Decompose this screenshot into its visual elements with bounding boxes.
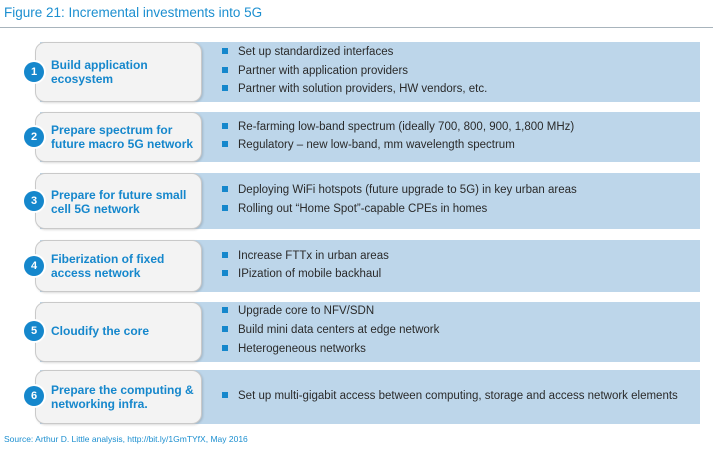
source-note: Source: Arthur D. Little analysis, http:… <box>4 434 248 444</box>
step-3-label: Prepare for future small cell 5G network <box>51 188 187 216</box>
step-5-bullet-2: Build mini data centers at edge network <box>222 324 439 338</box>
step-1-number: 1 <box>24 62 44 82</box>
step-2-label: Prepare spectrum for future macro 5G net… <box>51 123 194 151</box>
step-6-box <box>35 370 202 424</box>
bullet-square-icon <box>222 325 228 332</box>
step-1-bullet-1: Set up standardized interfaces <box>222 46 393 60</box>
step-4-box <box>35 240 202 292</box>
bullet-square-icon <box>222 84 228 91</box>
bullet-square-icon <box>222 269 228 276</box>
bullet-square-icon <box>222 185 228 192</box>
step-1-label: Build application ecosystem <box>51 58 148 86</box>
bullet-square-icon <box>222 306 228 313</box>
step-6-bullet-1: Set up multi-gigabit access between comp… <box>222 390 678 404</box>
step-5-label: Cloudify the core <box>51 324 150 338</box>
bullet-square-icon <box>222 47 228 54</box>
step-1-box <box>35 42 202 102</box>
step-5-bullet-3: Heterogeneous networks <box>222 343 366 357</box>
step-5-number: 5 <box>24 321 44 341</box>
step-6-label: Prepare the computing & networking infra… <box>51 383 194 411</box>
step-5-bullet-1: Upgrade core to NFV/SDN <box>222 305 374 319</box>
bullet-square-icon <box>222 251 228 258</box>
step-1-bullet-2: Partner with application providers <box>222 65 408 79</box>
step-2-box <box>35 112 202 162</box>
bullet-square-icon <box>222 122 228 129</box>
step-2-number: 2 <box>24 127 44 147</box>
bullet-square-icon <box>222 140 228 147</box>
step-3-bullet-2: Rolling out “Home Spot”-capable CPEs in … <box>222 203 487 217</box>
step-2-bullet-2: Regulatory – new low-band, mm wavelength… <box>222 139 515 153</box>
bullet-square-icon <box>222 204 228 211</box>
step-4-label: Fiberization of fixed access network <box>51 252 165 280</box>
bullet-square-icon <box>222 344 228 351</box>
title-divider <box>0 27 713 28</box>
step-4-bullet-1: Increase FTTx in urban areas <box>222 250 389 264</box>
bullet-square-icon <box>222 391 228 398</box>
bullet-square-icon <box>222 66 228 73</box>
step-3-number: 3 <box>24 191 44 211</box>
step-4-number: 4 <box>24 256 44 276</box>
step-3-bullet-1: Deploying WiFi hotspots (future upgrade … <box>222 184 577 198</box>
figure-title: Figure 21: Incremental investments into … <box>4 5 263 20</box>
step-6-number: 6 <box>24 386 44 406</box>
step-1-bullet-3: Partner with solution providers, HW vend… <box>222 83 487 97</box>
step-2-bullet-1: Re-farming low-band spectrum (ideally 70… <box>222 121 574 135</box>
step-4-bullet-2: IPization of mobile backhaul <box>222 268 381 282</box>
